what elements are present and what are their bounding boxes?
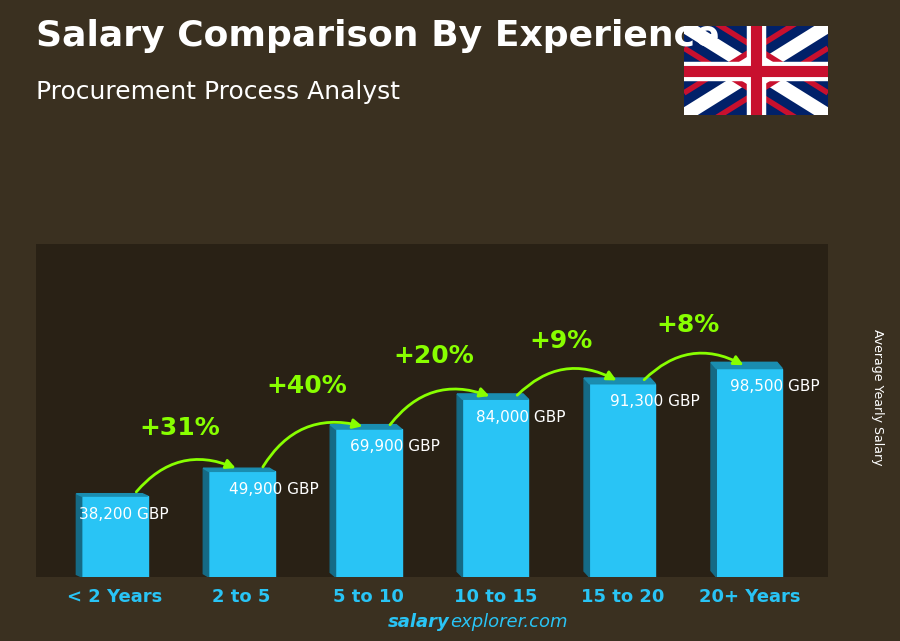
Polygon shape <box>76 494 148 496</box>
Polygon shape <box>457 394 463 577</box>
Text: Procurement Process Analyst: Procurement Process Analyst <box>36 80 400 104</box>
Polygon shape <box>330 424 336 577</box>
Polygon shape <box>203 468 274 471</box>
Text: explorer.com: explorer.com <box>450 613 568 631</box>
Text: +31%: +31% <box>140 416 220 440</box>
Bar <box>209 471 274 577</box>
Polygon shape <box>457 394 528 399</box>
Polygon shape <box>330 424 401 429</box>
Polygon shape <box>584 378 655 384</box>
Text: Salary Comparison By Experience: Salary Comparison By Experience <box>36 19 719 53</box>
Text: 84,000 GBP: 84,000 GBP <box>476 410 566 424</box>
Bar <box>590 384 655 577</box>
Bar <box>463 399 528 577</box>
Polygon shape <box>711 362 716 577</box>
Text: +8%: +8% <box>656 313 719 337</box>
Text: +40%: +40% <box>266 374 347 398</box>
Bar <box>336 429 401 577</box>
Text: 98,500 GBP: 98,500 GBP <box>730 379 820 394</box>
Text: 38,200 GBP: 38,200 GBP <box>79 506 169 522</box>
Text: 49,900 GBP: 49,900 GBP <box>229 482 319 497</box>
Polygon shape <box>584 378 590 577</box>
Bar <box>82 496 148 577</box>
Text: salary: salary <box>388 613 450 631</box>
Text: 91,300 GBP: 91,300 GBP <box>609 394 699 409</box>
Bar <box>716 369 782 577</box>
Polygon shape <box>76 494 82 577</box>
Text: +9%: +9% <box>529 329 592 353</box>
Text: +20%: +20% <box>393 344 474 368</box>
Text: 69,900 GBP: 69,900 GBP <box>349 440 439 454</box>
Polygon shape <box>203 468 209 577</box>
Polygon shape <box>711 362 782 369</box>
Text: Average Yearly Salary: Average Yearly Salary <box>871 329 884 465</box>
